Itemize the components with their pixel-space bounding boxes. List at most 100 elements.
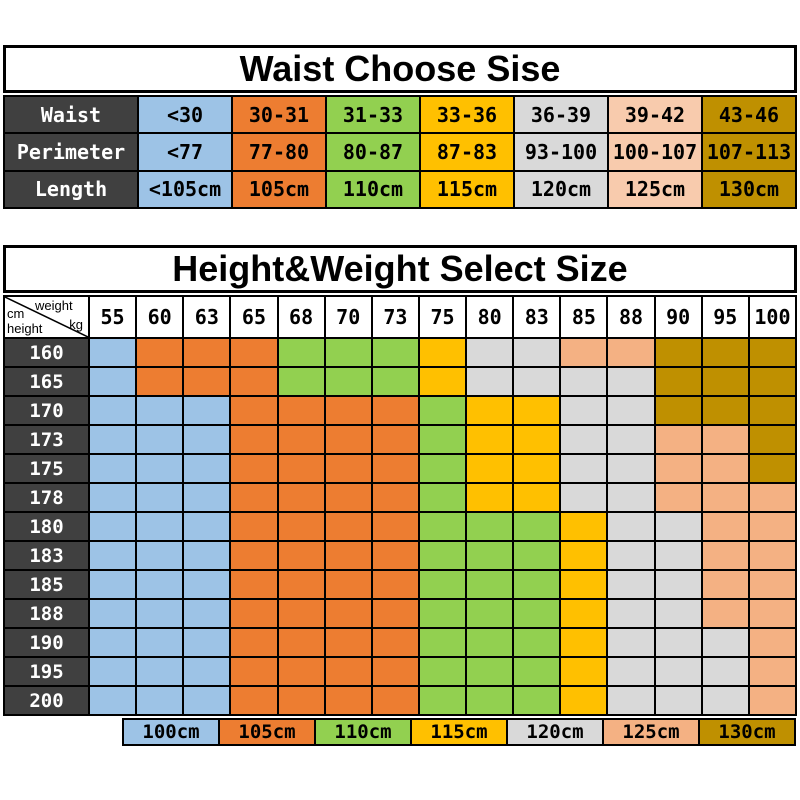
size-cell: [278, 397, 326, 426]
size-cell: [137, 687, 185, 716]
corner-kg-label: kg: [69, 317, 83, 332]
size-cell: [749, 658, 797, 687]
waist-cell: 77-80: [233, 134, 327, 172]
height-weight-title: Height&Weight Select Size: [3, 245, 797, 293]
size-cell: [231, 397, 279, 426]
size-cell: [749, 542, 797, 571]
legend-item: 105cm: [220, 720, 316, 746]
matrix-corner-cell: weight kg cm height: [5, 297, 90, 339]
waist-cell: 39-42: [609, 97, 703, 135]
size-cell: [467, 368, 515, 397]
size-cell: [372, 658, 420, 687]
size-cell: [608, 339, 656, 368]
waist-cell: 93-100: [515, 134, 609, 172]
waist-cell: 80-87: [327, 134, 421, 172]
size-cell: [372, 484, 420, 513]
size-cell: [467, 687, 515, 716]
size-cell: [655, 426, 703, 455]
size-cell: [419, 339, 468, 368]
size-cell: [702, 513, 750, 542]
waist-cell: 115cm: [421, 171, 515, 209]
size-cell: [467, 484, 515, 513]
size-cell: [749, 368, 797, 397]
height-row-label: 195: [5, 658, 90, 687]
height-row-label: 173: [5, 426, 90, 455]
size-cell: [749, 513, 797, 542]
size-cell: [608, 687, 656, 716]
size-cell: [137, 397, 185, 426]
size-cell: [231, 571, 279, 600]
size-cell: [608, 658, 656, 687]
size-cell: [278, 571, 326, 600]
size-cell: [372, 687, 420, 716]
size-cell: [184, 397, 232, 426]
size-cell: [561, 600, 609, 629]
size-cell: [561, 513, 609, 542]
size-cell: [608, 571, 656, 600]
size-cell: [184, 513, 232, 542]
size-legend: 100cm 105cm 110cm 115cm 120cm 125cm 130cm: [122, 718, 796, 746]
size-cell: [608, 629, 656, 658]
size-cell: [90, 368, 138, 397]
waist-table-title: Waist Choose Sise: [3, 45, 797, 93]
size-cell: [749, 629, 797, 658]
size-cell: [372, 513, 420, 542]
size-cell: [749, 426, 797, 455]
corner-weight-label: weight: [35, 298, 73, 313]
size-cell: [514, 600, 562, 629]
height-weight-matrix: weight kg cm height 55 60 63 65 68 70 73 75 80 83…: [3, 295, 797, 716]
legend-item: 100cm: [124, 720, 220, 746]
size-cell: [90, 455, 138, 484]
weight-header-cell: 80: [467, 297, 515, 339]
legend-item: 120cm: [508, 720, 604, 746]
size-cell: [561, 455, 609, 484]
weight-header-cell: 95: [702, 297, 750, 339]
legend-item: 125cm: [604, 720, 700, 746]
weight-header-cell: 73: [372, 297, 420, 339]
size-cell: [137, 658, 185, 687]
size-cell: [608, 484, 656, 513]
size-cell: [467, 542, 515, 571]
size-cell: [419, 542, 468, 571]
size-cell: [467, 600, 515, 629]
size-cell: [231, 658, 279, 687]
size-cell: [467, 397, 515, 426]
size-cell: [608, 513, 656, 542]
size-cell: [325, 513, 373, 542]
size-cell: [749, 484, 797, 513]
size-cell: [137, 455, 185, 484]
size-cell: [325, 397, 373, 426]
size-cell: [278, 368, 326, 397]
size-cell: [372, 426, 420, 455]
size-cell: [90, 397, 138, 426]
size-cell: [702, 339, 750, 368]
size-cell: [90, 687, 138, 716]
size-cell: [90, 629, 138, 658]
waist-cell: 105cm: [233, 171, 327, 209]
size-cell: [749, 600, 797, 629]
height-row-label: 180: [5, 513, 90, 542]
size-cell: [749, 571, 797, 600]
weight-header-cell: 83: [514, 297, 562, 339]
size-cell: [514, 687, 562, 716]
waist-cell: 33-36: [421, 97, 515, 135]
size-cell: [325, 600, 373, 629]
height-row-label: 160: [5, 339, 90, 368]
size-cell: [231, 368, 279, 397]
weight-header-cell: 68: [278, 297, 326, 339]
waist-cell: <30: [139, 97, 233, 135]
size-cell: [702, 455, 750, 484]
size-cell: [325, 571, 373, 600]
height-row-label: 175: [5, 455, 90, 484]
size-cell: [137, 513, 185, 542]
size-cell: [702, 687, 750, 716]
waist-cell: 31-33: [327, 97, 421, 135]
size-cell: [372, 629, 420, 658]
size-cell: [90, 484, 138, 513]
height-row-label: 183: [5, 542, 90, 571]
legend-item: 115cm: [412, 720, 508, 746]
size-cell: [231, 426, 279, 455]
size-cell: [655, 542, 703, 571]
size-cell: [325, 542, 373, 571]
